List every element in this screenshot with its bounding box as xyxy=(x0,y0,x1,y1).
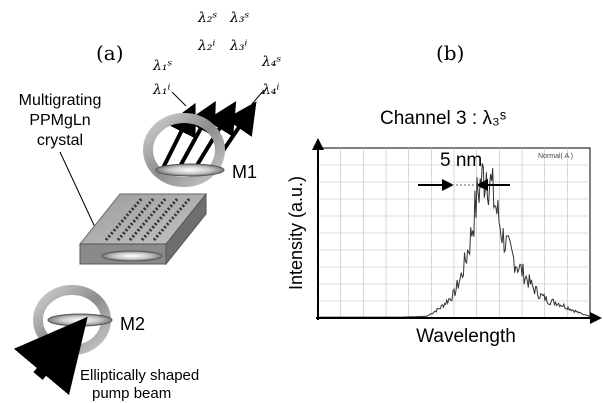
panel-a-label: (a) xyxy=(96,41,124,65)
lambda-signal-4: λ₄ˢ xyxy=(261,54,281,70)
mirror-m1-label: M1 xyxy=(232,162,257,182)
panel-b: (b) Channel 3 : λ₃ˢ Normal( A ) Intensit… xyxy=(286,41,602,347)
panel-b-label: (b) xyxy=(436,41,464,65)
panel-a: (a) λ₁ˢ λ₁ⁱ λ₂ˢ λ₂ⁱ λ₃ˢ λ₃ⁱ λ₄ˢ λ₄ⁱ M1 xyxy=(13,10,281,402)
x-axis-label: Wavelength xyxy=(416,326,516,347)
plot-grid xyxy=(318,148,590,318)
lambda-signal-2: λ₂ˢ xyxy=(197,10,217,26)
crystal-label-line-1: Multigrating xyxy=(19,92,102,109)
crystal-label-line-2: PPMgLn xyxy=(29,112,90,129)
mirror-m1 xyxy=(143,113,225,187)
crystal-beam-spot xyxy=(101,250,163,262)
y-axis-label: Intensity (a.u.) xyxy=(286,176,306,290)
width-annotation: 5 nm xyxy=(440,150,482,171)
label-pointer-4 xyxy=(251,89,265,105)
pump-label-line-2: pump beam xyxy=(92,385,171,402)
lambda-signal-1: λ₁ˢ xyxy=(152,58,172,74)
mirror-m1-lens xyxy=(155,163,225,177)
mirror-m2-label: M2 xyxy=(120,314,145,334)
crystal xyxy=(78,192,208,266)
pump-label: Elliptically shaped pump beam xyxy=(80,367,199,402)
mirror-m2-lens xyxy=(47,313,113,327)
lambda-idler-3: λ₃ⁱ xyxy=(229,38,247,54)
crystal-pointer xyxy=(59,151,101,239)
channel-title: Channel 3 : λ₃ˢ xyxy=(380,108,507,129)
wavelength-labels: λ₁ˢ λ₁ⁱ λ₂ˢ λ₂ⁱ λ₃ˢ λ₃ⁱ λ₄ˢ λ₄ⁱ xyxy=(152,10,281,98)
crystal-label: Multigrating PPMgLn crystal xyxy=(19,92,102,149)
crystal-gratings xyxy=(104,197,192,241)
lambda-idler-1: λ₁ⁱ xyxy=(152,82,170,98)
lambda-idler-2: λ₂ⁱ xyxy=(197,38,215,54)
lambda-idler-4: λ₄ⁱ xyxy=(261,82,279,98)
crystal-label-line-3: crystal xyxy=(37,132,83,149)
pump-beam-arrow xyxy=(13,316,88,396)
label-pointer-1 xyxy=(171,91,187,107)
lambda-signal-3: λ₃ˢ xyxy=(229,10,249,26)
pump-label-line-1: Elliptically shaped xyxy=(80,367,199,384)
instrument-label: Normal( A ) xyxy=(538,153,573,160)
